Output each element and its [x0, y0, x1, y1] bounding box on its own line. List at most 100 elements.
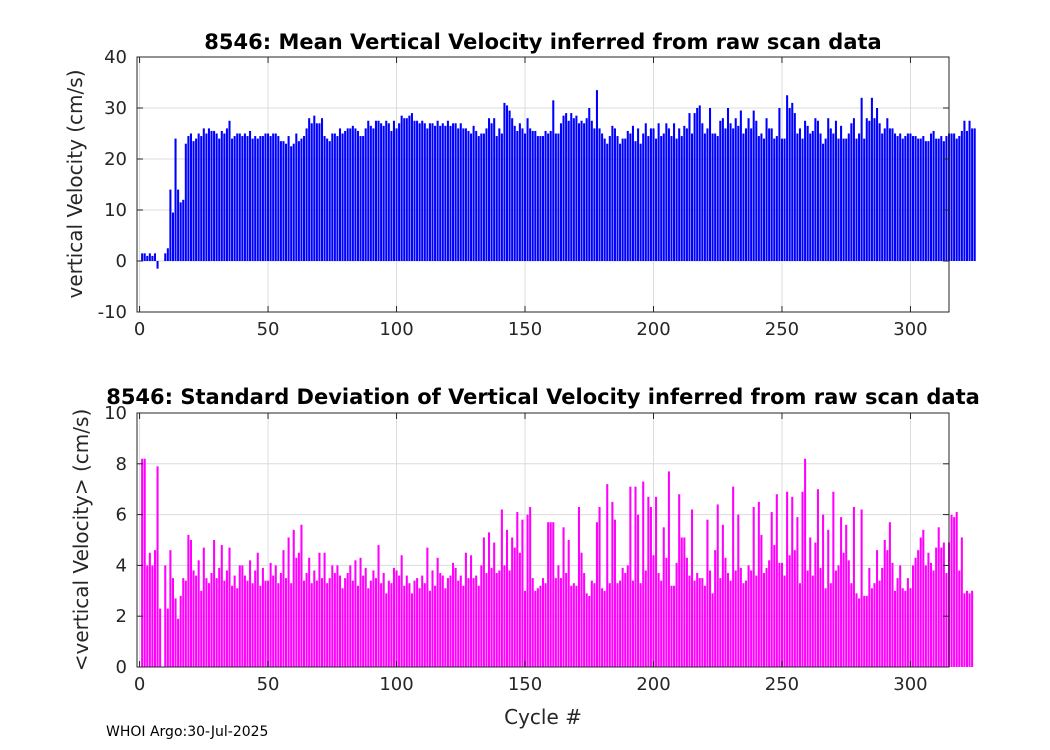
bar	[750, 570, 753, 667]
bar	[621, 138, 624, 261]
bar	[750, 128, 753, 261]
bar	[565, 113, 568, 261]
bar	[202, 128, 205, 261]
bar	[773, 545, 776, 667]
bar	[179, 202, 182, 261]
bar	[529, 128, 532, 261]
bar	[189, 133, 192, 261]
bar	[511, 537, 514, 667]
bar	[261, 567, 264, 667]
bar	[606, 484, 609, 667]
bar	[896, 136, 899, 261]
bar	[482, 133, 485, 261]
bar	[768, 128, 771, 261]
bar	[714, 133, 717, 261]
bar	[629, 486, 632, 667]
bar	[220, 545, 223, 667]
bar	[904, 590, 907, 667]
bar	[400, 115, 403, 262]
bar	[462, 585, 465, 667]
bar	[215, 578, 218, 667]
bar	[493, 542, 496, 667]
bar	[958, 136, 961, 261]
bar	[829, 128, 832, 261]
bar	[254, 570, 257, 667]
bar	[547, 522, 550, 667]
bar	[791, 496, 794, 667]
bar	[272, 575, 275, 667]
bar	[762, 138, 766, 261]
bar	[475, 575, 478, 667]
bar	[716, 504, 719, 667]
bar	[603, 138, 606, 261]
bar	[174, 598, 177, 667]
chart-title: 8546: Standard Deviation of Vertical Vel…	[106, 385, 980, 409]
bar	[642, 481, 645, 667]
bar	[274, 565, 277, 667]
bar	[290, 583, 293, 667]
bar	[619, 143, 622, 261]
bar	[909, 133, 912, 261]
bar	[323, 552, 326, 667]
bar	[205, 133, 208, 261]
bar	[963, 120, 966, 261]
bar	[529, 506, 532, 667]
bar	[313, 570, 316, 667]
bar	[652, 555, 655, 667]
bar	[827, 118, 830, 261]
bar	[832, 133, 835, 261]
bar	[349, 565, 352, 667]
bar	[518, 552, 521, 667]
bar	[639, 583, 642, 667]
bar	[842, 552, 845, 667]
bar	[454, 567, 457, 667]
bar	[395, 128, 398, 261]
bar	[184, 143, 187, 261]
bar	[786, 491, 789, 667]
bar	[965, 590, 969, 667]
bar	[673, 123, 676, 261]
bar	[919, 138, 922, 261]
bar	[940, 136, 943, 261]
bar	[187, 136, 190, 261]
bar	[783, 575, 786, 667]
bar	[883, 128, 886, 261]
bar	[698, 578, 701, 667]
bar	[940, 547, 943, 667]
bar	[819, 133, 822, 261]
bar	[488, 118, 491, 261]
bar	[439, 573, 442, 667]
y-tick-label: 2	[116, 606, 127, 627]
y-axis-label: vertical Velocity (cm/s)	[63, 70, 87, 299]
bar	[554, 133, 557, 261]
bar	[971, 128, 974, 261]
bar	[703, 133, 706, 261]
bar	[549, 130, 552, 261]
bar	[200, 590, 203, 667]
bar	[192, 570, 195, 667]
bar	[662, 527, 665, 667]
bar	[218, 138, 221, 261]
bar	[742, 133, 745, 261]
bar	[544, 130, 547, 261]
y-tick-label: 0	[116, 657, 127, 678]
bar	[845, 524, 848, 667]
bar	[773, 138, 776, 261]
bar	[315, 580, 318, 667]
bar	[354, 560, 357, 667]
bar	[467, 578, 470, 667]
bar	[775, 494, 778, 667]
bar	[726, 108, 730, 261]
bar	[626, 130, 629, 261]
bar	[213, 130, 216, 261]
bar	[236, 133, 239, 261]
bar	[295, 133, 298, 261]
bar	[310, 123, 313, 261]
bar	[971, 590, 974, 667]
bar	[675, 562, 678, 667]
bar	[156, 466, 159, 667]
bar	[238, 133, 241, 261]
bar	[179, 595, 182, 667]
bar	[210, 130, 213, 261]
bar	[845, 138, 848, 261]
